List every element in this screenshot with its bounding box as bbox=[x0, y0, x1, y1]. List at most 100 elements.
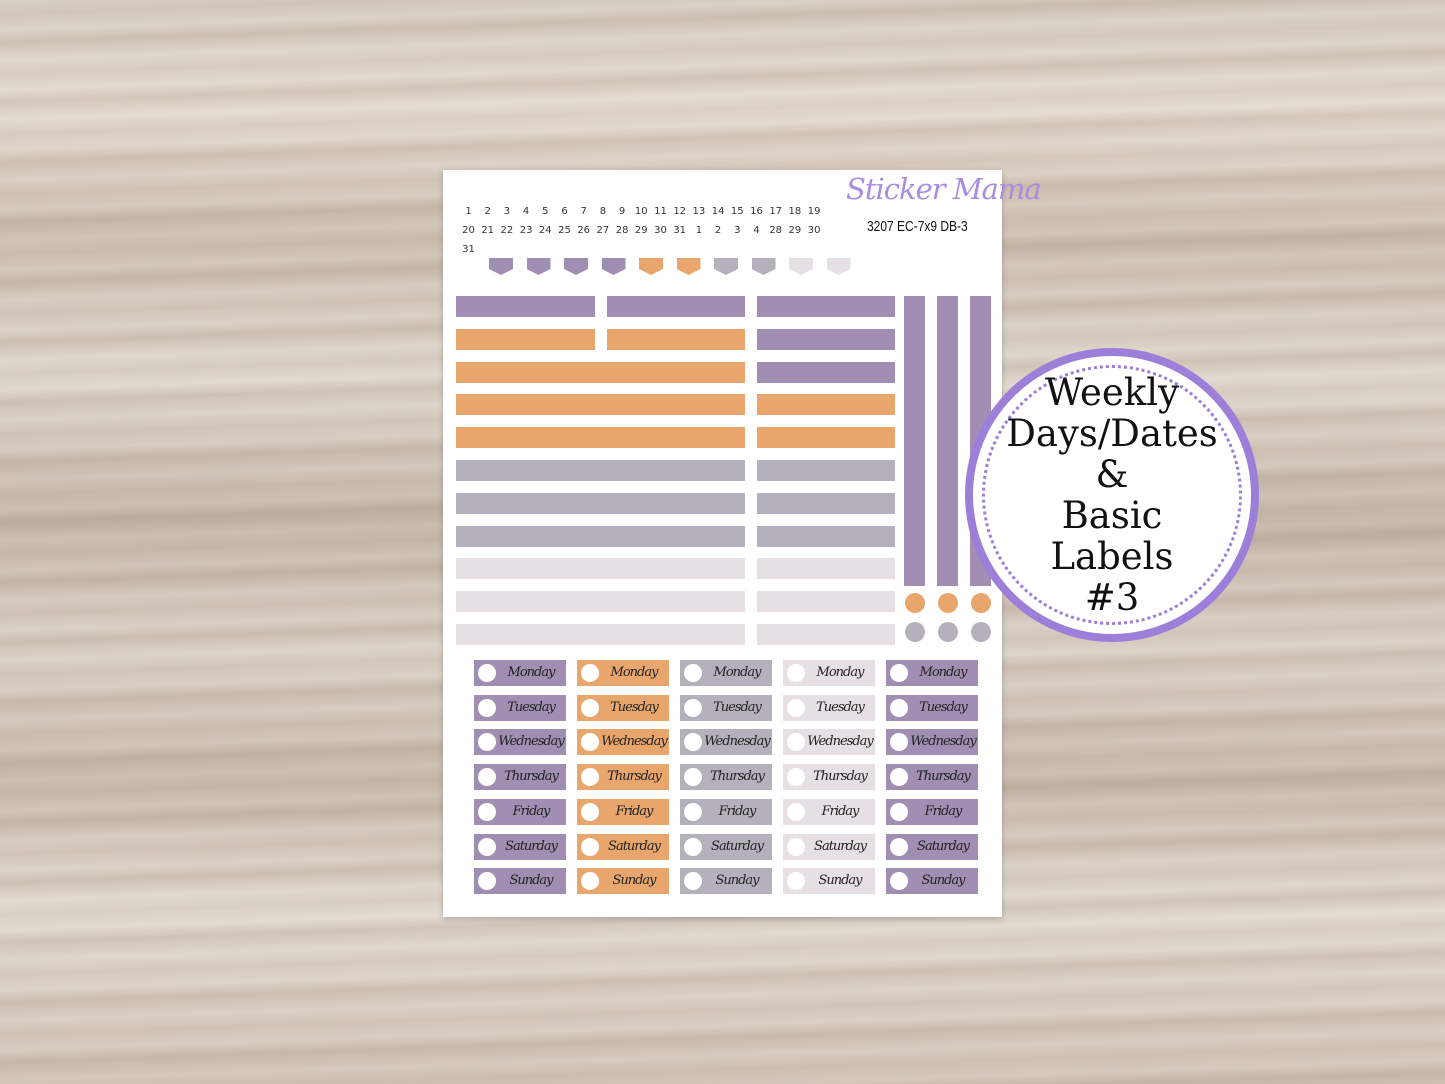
date-number: 7 bbox=[580, 206, 587, 217]
dot-sticker bbox=[938, 622, 958, 642]
circle-icon bbox=[787, 837, 805, 856]
date-number: 17 bbox=[769, 206, 783, 217]
day-label-sticker: Friday bbox=[680, 798, 772, 825]
day-label-sticker: Thursday bbox=[577, 764, 669, 791]
date-number: 28 bbox=[769, 225, 783, 236]
date-number: 11 bbox=[654, 206, 667, 217]
flag-sticker bbox=[639, 258, 663, 275]
circle-icon bbox=[478, 768, 496, 787]
day-name: Monday bbox=[610, 665, 659, 680]
day-label-sticker: Sunday bbox=[474, 868, 566, 895]
date-number: 2 bbox=[714, 225, 722, 236]
date-number: 24 bbox=[538, 225, 552, 236]
day-name: Tuesday bbox=[919, 699, 968, 715]
date-number: 25 bbox=[558, 225, 571, 236]
bar-sticker bbox=[456, 492, 745, 514]
day-label-sticker: Monday bbox=[474, 660, 566, 686]
day-name: Tuesday bbox=[713, 699, 762, 715]
date-number: 14 bbox=[711, 206, 725, 217]
circle-icon bbox=[581, 872, 599, 891]
circle-icon bbox=[684, 733, 702, 752]
bar-sticker bbox=[757, 492, 895, 514]
day-label-sticker: Thursday bbox=[474, 764, 566, 791]
bar-sticker bbox=[456, 591, 745, 613]
day-label-sticker: Friday bbox=[783, 798, 875, 825]
date-number: 31 bbox=[462, 244, 475, 255]
day-name: Monday bbox=[507, 665, 556, 680]
circle-icon bbox=[581, 768, 599, 787]
bar-sticker bbox=[757, 558, 895, 580]
bar-sticker bbox=[757, 591, 895, 613]
date-number: 3 bbox=[503, 206, 511, 217]
day-name: Monday bbox=[713, 665, 762, 680]
date-number: 10 bbox=[634, 206, 648, 217]
bar-sticker bbox=[456, 427, 745, 449]
date-number: 8 bbox=[599, 206, 607, 217]
bar-sticker bbox=[757, 296, 895, 317]
circle-icon bbox=[890, 664, 908, 682]
date-number: 27 bbox=[596, 225, 610, 236]
bar-sticker bbox=[757, 328, 895, 350]
day-name: Sunday bbox=[921, 873, 965, 889]
day-name: Wednesday bbox=[910, 734, 976, 750]
date-number: 16 bbox=[750, 206, 763, 217]
circle-icon bbox=[890, 768, 908, 787]
circle-icon bbox=[478, 664, 496, 682]
day-label-sticker: Wednesday bbox=[577, 729, 669, 756]
flag-sticker bbox=[789, 258, 813, 275]
day-name: Sunday bbox=[818, 873, 862, 889]
day-label-sticker: Monday bbox=[577, 660, 669, 686]
flag-sticker bbox=[751, 258, 776, 275]
circle-icon bbox=[890, 802, 908, 821]
bar-sticker bbox=[456, 624, 745, 645]
bar-sticker bbox=[757, 460, 895, 481]
circle-icon bbox=[581, 837, 599, 856]
date-number: 18 bbox=[788, 206, 802, 217]
circle-icon bbox=[684, 837, 702, 856]
date-number: 23 bbox=[519, 225, 533, 236]
vertical-bar-sticker bbox=[904, 296, 925, 586]
date-number: 30 bbox=[654, 225, 667, 236]
dot-sticker bbox=[905, 622, 925, 642]
circle-icon bbox=[684, 872, 702, 891]
day-name: Wednesday bbox=[807, 734, 873, 750]
day-label-sticker: Sunday bbox=[886, 868, 978, 895]
day-label-sticker: Sunday bbox=[577, 868, 669, 895]
day-label-sticker: Wednesday bbox=[886, 729, 978, 756]
day-name: Thursday bbox=[916, 769, 971, 785]
circle-icon bbox=[581, 802, 599, 821]
badge-line: Days/Dates bbox=[1006, 412, 1218, 455]
date-number: 4 bbox=[753, 225, 760, 236]
date-number: 22 bbox=[500, 225, 514, 236]
circle-icon bbox=[890, 872, 908, 891]
badge-dotted-ring bbox=[982, 365, 1242, 625]
flag-sticker bbox=[564, 258, 588, 275]
date-number: 2 bbox=[484, 206, 491, 217]
day-name: Saturday bbox=[505, 838, 558, 854]
bar-sticker bbox=[456, 558, 745, 580]
date-number: 1 bbox=[695, 225, 703, 236]
circle-icon bbox=[787, 733, 805, 752]
badge-line: #3 bbox=[1084, 576, 1140, 619]
dot-sticker bbox=[905, 593, 925, 613]
date-number: 26 bbox=[577, 225, 591, 236]
flag-sticker bbox=[601, 258, 626, 275]
day-name: Tuesday bbox=[507, 699, 556, 715]
badge-line: Basic bbox=[1061, 494, 1163, 537]
circle-icon bbox=[890, 698, 908, 717]
day-name: Saturday bbox=[814, 838, 867, 854]
day-name: Wednesday bbox=[601, 734, 667, 750]
day-label-sticker: Tuesday bbox=[577, 694, 669, 721]
day-name: Thursday bbox=[710, 769, 765, 785]
date-number: 31 bbox=[673, 225, 687, 236]
day-name: Friday bbox=[615, 803, 654, 819]
day-label-sticker: Tuesday bbox=[680, 694, 772, 721]
circle-icon bbox=[581, 698, 599, 717]
day-label-sticker: Sunday bbox=[783, 868, 875, 895]
circle-icon bbox=[684, 698, 702, 717]
circle-icon bbox=[787, 768, 805, 787]
day-name: Saturday bbox=[711, 838, 764, 854]
day-name: Friday bbox=[718, 803, 757, 819]
bar-sticker bbox=[456, 296, 595, 317]
day-label-sticker: Tuesday bbox=[783, 694, 875, 721]
